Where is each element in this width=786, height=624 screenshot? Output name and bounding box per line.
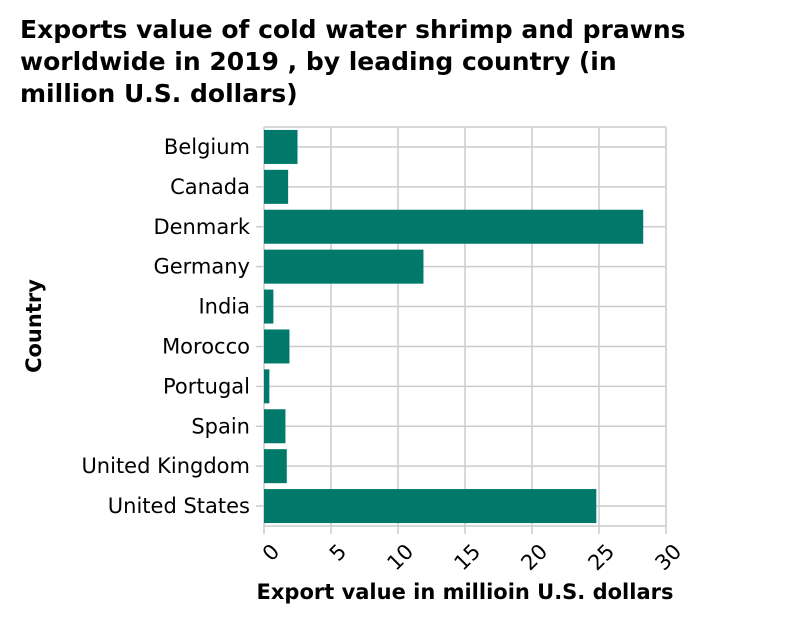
y-tick-label: Morocco xyxy=(162,334,250,358)
bar-canada xyxy=(264,169,289,204)
x-axis-title: Export value in millioin U.S. dollars xyxy=(257,580,674,604)
y-tick-labels: Belgium Canada Denmark Germany India Morocco P… xyxy=(81,135,250,518)
x-tick-label: 30 xyxy=(650,539,686,575)
bar-portugal xyxy=(264,369,270,404)
bar-denmark xyxy=(264,209,644,244)
x-tick-label: 25 xyxy=(583,539,619,575)
x-tick-label: 5 xyxy=(325,539,351,565)
y-tick-label: India xyxy=(198,295,250,319)
y-tick-label: Canada xyxy=(170,175,250,199)
y-tick-label: Spain xyxy=(191,414,250,438)
y-axis-title: Country xyxy=(22,279,46,373)
bar-spain xyxy=(264,409,286,444)
bars xyxy=(264,129,644,524)
y-tick-label: United States xyxy=(108,494,250,518)
bar-morocco xyxy=(264,329,290,364)
x-tick-labels: 0 5 10 15 20 25 30 xyxy=(258,539,686,575)
x-tick-label: 0 xyxy=(258,539,284,565)
x-tick-label: 20 xyxy=(516,539,552,575)
y-tick-label: Belgium xyxy=(164,135,250,159)
bar-united-states xyxy=(264,489,597,524)
bar-germany xyxy=(264,249,424,284)
bar-india xyxy=(264,289,274,324)
x-tick-label: 10 xyxy=(382,539,418,575)
bar-belgium xyxy=(264,129,298,164)
y-tick-label: United Kingdom xyxy=(81,454,250,478)
y-tick-label: Denmark xyxy=(153,215,250,239)
x-tick-label: 15 xyxy=(449,539,485,575)
bar-united-kingdom xyxy=(264,449,287,484)
gridlines xyxy=(256,126,667,534)
chart-title: Exports value of cold water shrimp and p… xyxy=(20,15,686,108)
y-tick-label: Portugal xyxy=(163,374,250,398)
y-tick-label: Germany xyxy=(153,255,250,279)
